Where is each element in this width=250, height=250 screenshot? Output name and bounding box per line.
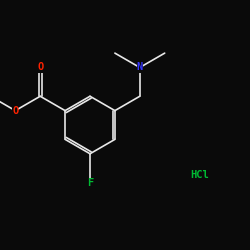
Text: O: O xyxy=(12,106,18,116)
Text: F: F xyxy=(87,178,93,188)
Text: HCl: HCl xyxy=(191,170,210,180)
Text: N: N xyxy=(137,62,143,72)
Text: O: O xyxy=(37,62,43,72)
